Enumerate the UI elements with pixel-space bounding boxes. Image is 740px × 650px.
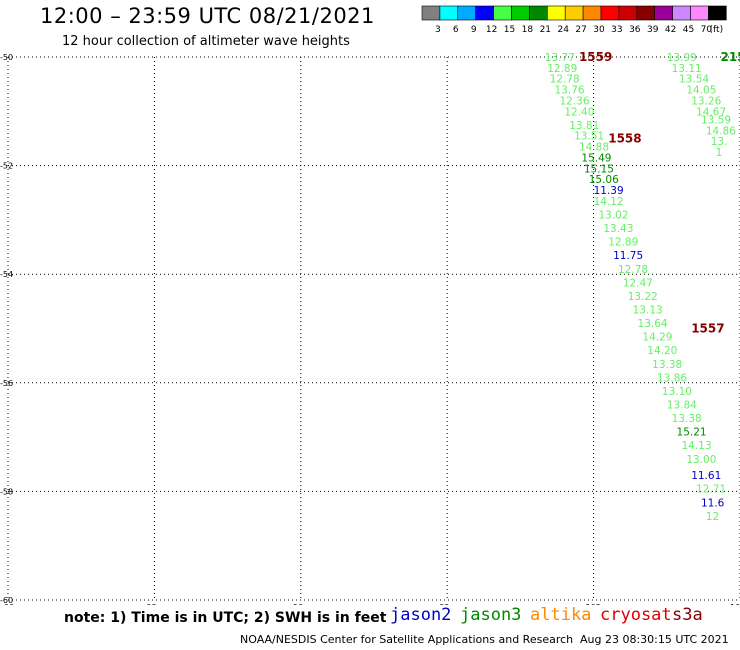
wave-height-point: 13.00 (686, 454, 716, 466)
wave-height-point: 14.20 (647, 345, 677, 357)
wave-height-point: 14.67 (696, 106, 726, 118)
wave-height-point: 13.11 (672, 63, 702, 75)
footer-note: note: 1) Time is in UTC; 2) SWH is in fe… (64, 610, 387, 626)
wave-height-point: 11.75 (613, 250, 643, 262)
x-tick-label: 96 (293, 603, 303, 605)
legend-unit-label: (ft) (710, 25, 724, 35)
legend-tick-label: 33 (611, 25, 622, 35)
wave-height-point: 13.81 (569, 120, 599, 132)
x-tick-label: 93 (146, 603, 156, 605)
x-tick-label: 90 (4, 603, 14, 605)
wave-height-point: 13.26 (691, 95, 721, 107)
wave-height-point: 1 (716, 147, 723, 159)
legend-tick-label: 36 (629, 25, 641, 35)
wave-height-point: 13. (711, 136, 728, 148)
legend-tick-label: 27 (575, 25, 586, 35)
wave-height-point: 14.05 (686, 85, 716, 97)
credit-text: NOAA/NESDIS Center for Satellite Applica… (240, 633, 574, 646)
wave-height-point: 13.99 (667, 52, 697, 64)
wave-height-point: 13.86 (657, 372, 687, 384)
wave-height-point: 12.36 (559, 95, 589, 107)
track-label: 1559 (579, 50, 612, 64)
legend-tick-label: 30 (593, 25, 605, 35)
wave-height-plot: 90939699102105-50-52-54-56-58-6013.7712.… (0, 50, 740, 605)
y-tick-label: -60 (0, 596, 13, 605)
wave-height-point: 13.10 (662, 386, 692, 398)
wave-height-point: 15.49 (581, 152, 611, 164)
legend-tick-label: 6 (453, 25, 459, 35)
x-tick-label: 102 (586, 603, 601, 605)
wave-height-point: 14.12 (594, 196, 624, 208)
y-tick-label: -54 (0, 270, 13, 279)
mission-altika: altika (530, 605, 592, 625)
y-tick-label: -50 (0, 53, 13, 62)
legend-tick-label: 15 (504, 25, 515, 35)
legend-tick-label: 12 (486, 25, 497, 35)
color-legend: 3 6 9 12 15 18 21 24 27 30 33 36 39 42 45 70(ft) (421, 5, 727, 35)
wave-height-point: 14.29 (642, 332, 672, 344)
mission-jason3: jason3 (460, 605, 522, 625)
wave-height-point: 12.89 (608, 237, 638, 249)
legend-tick-label: 9 (471, 25, 477, 35)
wave-height-point: 11.61 (691, 470, 721, 482)
legend-tick-label: 3 (435, 25, 441, 35)
chart-title: 12:00 – 23:59 UTC 08/21/2021 (40, 4, 375, 28)
wave-height-point: 15.21 (677, 427, 707, 439)
wave-height-point: 14.13 (681, 440, 711, 452)
wave-height-point: 13.43 (603, 223, 633, 235)
wave-height-point: 11.6 (701, 497, 725, 509)
legend-tick-label: 39 (647, 25, 659, 35)
legend-tick-label: 42 (665, 25, 676, 35)
wave-height-point: 13.76 (555, 85, 585, 97)
legend-tick-label: 21 (540, 25, 551, 35)
legend-tick-label: 70 (701, 25, 713, 35)
mission-jason2: jason2 (390, 605, 452, 625)
legend-tick-label: 18 (522, 25, 534, 35)
wave-height-point: 12.40 (564, 106, 594, 118)
wave-height-point: 13.38 (672, 413, 702, 425)
wave-height-point: 12.78 (550, 74, 580, 86)
wave-height-point: 13.02 (598, 209, 628, 221)
legend-tick-label: 45 (683, 25, 694, 35)
wave-height-point: 12.89 (547, 63, 577, 75)
mission-cryosat: cryosat (600, 605, 672, 625)
wave-height-point: 12.71 (696, 484, 726, 496)
wave-height-point: 13.77 (545, 52, 575, 64)
wave-height-point: 13.54 (679, 74, 709, 86)
mission-s3a: s3a (672, 605, 703, 625)
wave-height-point: 11.39 (594, 185, 624, 197)
chart-subtitle: 12 hour collection of altimeter wave hei… (62, 34, 350, 49)
wave-height-point: 12 (706, 511, 719, 523)
track-label: 2157 (720, 50, 740, 64)
wave-height-point: 14.86 (706, 125, 736, 137)
track-label: 1558 (608, 131, 641, 145)
mission-legend: jason2 jason3 altika cryosat s3a (0, 605, 740, 629)
wave-height-point: 13.64 (638, 318, 668, 330)
x-tick-label: 99 (439, 603, 449, 605)
generated-timestamp: Aug 23 08:30:15 UTC 2021 (580, 633, 729, 646)
wave-height-point: 15.15 (584, 163, 614, 175)
y-tick-label: -56 (0, 379, 13, 388)
wave-height-point: 14.88 (579, 142, 609, 154)
wave-height-point: 13.84 (667, 400, 697, 412)
wave-height-point: 12.47 (623, 277, 653, 289)
track-label: 1557 (691, 322, 724, 336)
y-tick-label: -52 (0, 162, 13, 171)
legend-tick-label: 24 (557, 25, 569, 35)
wave-height-point: 12.78 (618, 264, 648, 276)
x-tick-label: 105 (730, 603, 740, 605)
wave-height-point: 13.51 (574, 131, 604, 143)
legend-swatch (708, 5, 727, 21)
y-tick-label: -58 (0, 487, 13, 496)
wave-height-point: 15.06 (589, 174, 619, 186)
wave-height-point: 13.22 (628, 291, 658, 303)
wave-height-point: 13.38 (652, 359, 682, 371)
wave-height-point: 13.59 (701, 114, 731, 126)
wave-height-point: 13.13 (633, 304, 663, 316)
